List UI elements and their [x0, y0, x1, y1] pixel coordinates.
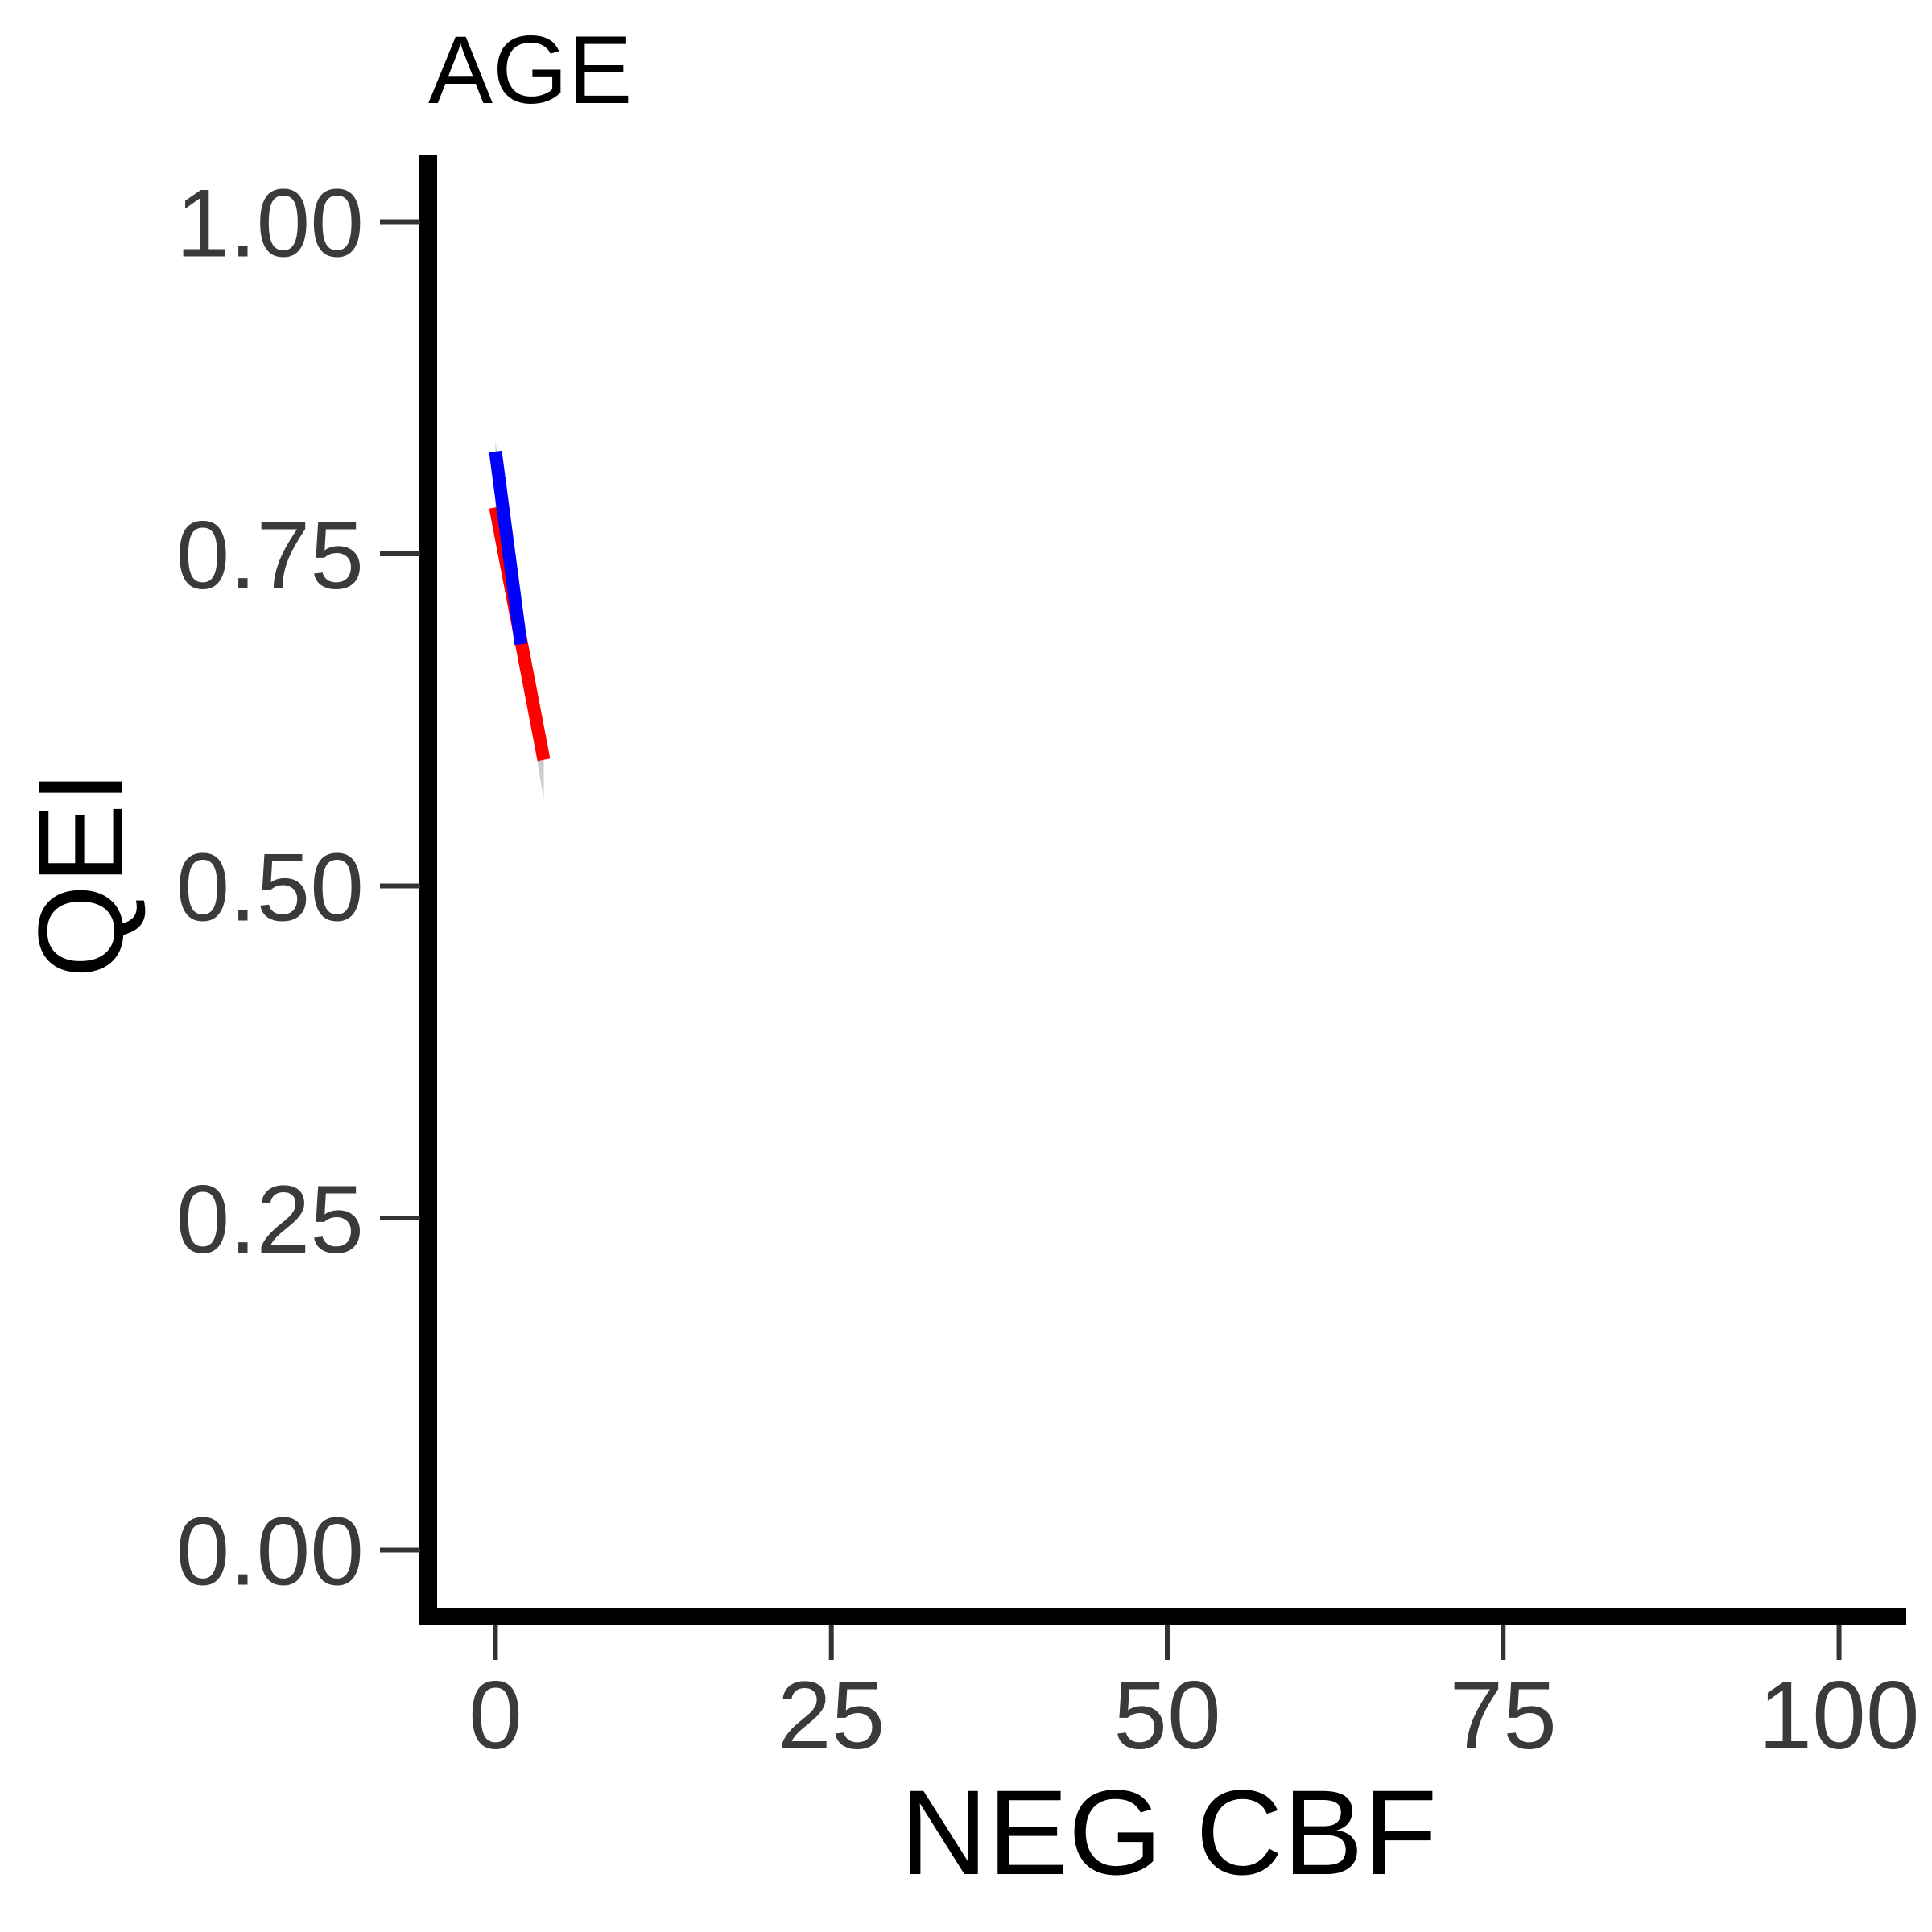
x-axis-ticks: 0 25 50 75 100	[469, 1625, 1920, 1769]
y-tick-label: 0.50	[175, 834, 364, 942]
y-axis-ticks: 0.00 0.25 0.50 0.75 1.00	[175, 170, 420, 1606]
y-tick-label: 0.75	[175, 502, 364, 609]
x-axis-title: NEG CBF	[901, 1765, 1438, 1900]
x-tick-label: 50	[1113, 1662, 1220, 1769]
x-tick-label: 100	[1758, 1662, 1919, 1769]
y-tick-label: 0.25	[175, 1166, 364, 1274]
x-tick-label: 25	[778, 1662, 885, 1769]
chart-title: AGE	[428, 16, 632, 124]
y-tick-label: 1.00	[175, 170, 364, 278]
x-tick-label: 0	[469, 1662, 522, 1769]
series-line-2	[489, 450, 528, 646]
series-lines	[489, 450, 551, 762]
y-axis-title: QEI	[13, 770, 148, 978]
y-tick-label: 0.00	[175, 1498, 364, 1606]
x-tick-label: 75	[1450, 1662, 1557, 1769]
